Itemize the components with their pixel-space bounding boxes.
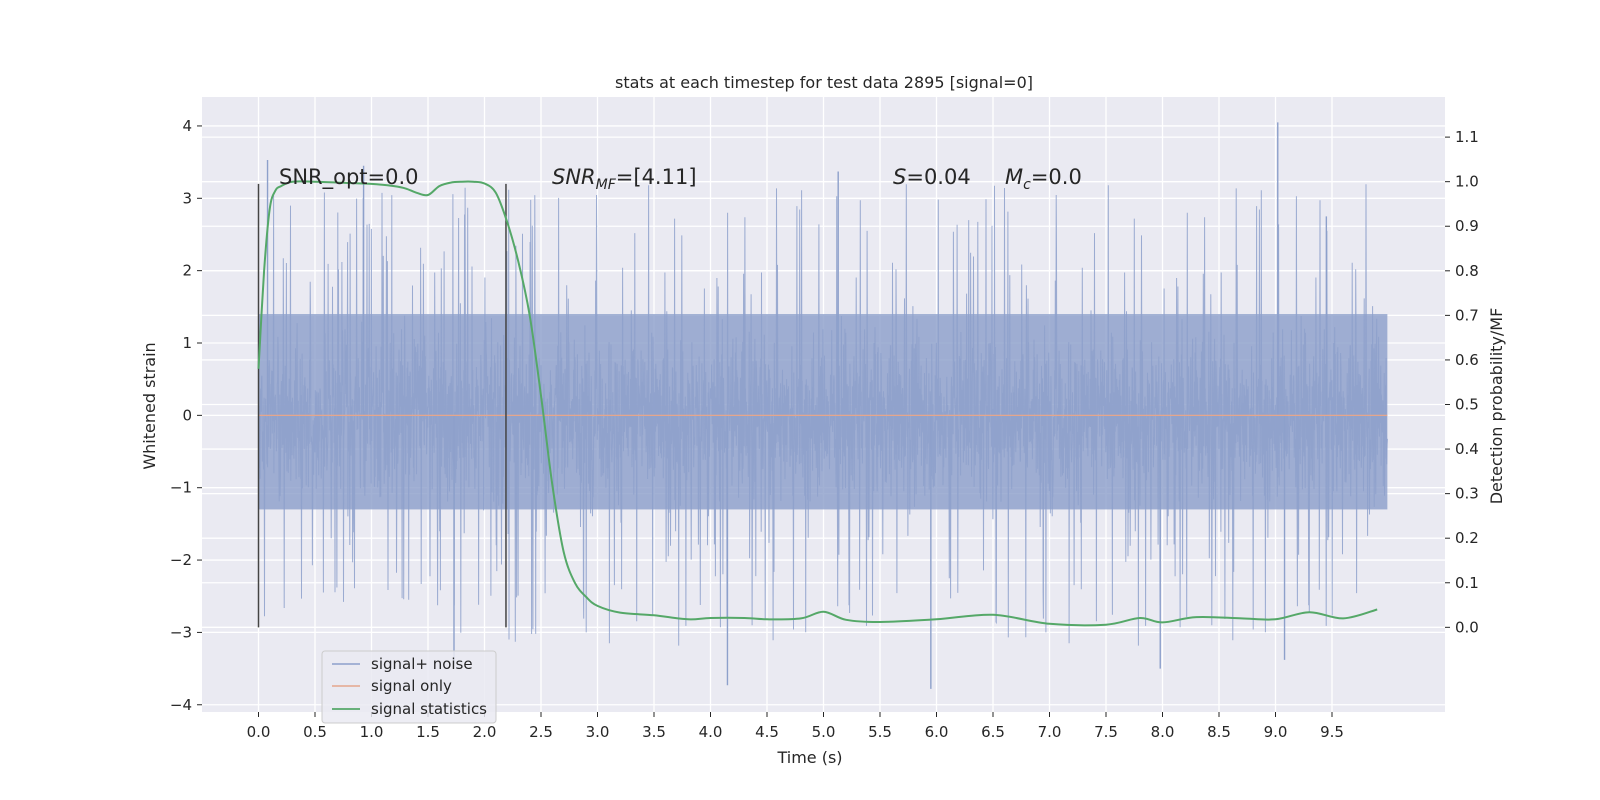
annotation-s: S=0.04: [893, 165, 971, 189]
y-tick-label: −2: [170, 551, 192, 569]
y2-tick-label: 0.8: [1455, 262, 1479, 280]
series-signal-statistics: [257, 180, 1378, 627]
legend-box: [321, 650, 497, 724]
x-tick-label: 6.5: [981, 723, 1005, 741]
x-tick-label: 6.0: [925, 723, 949, 741]
x-tick-label: 2.0: [473, 723, 497, 741]
y2-axis-label: Detection probability/MF: [1487, 308, 1506, 505]
x-tick-label: 9.5: [1320, 723, 1344, 741]
x-tick-label: 7.5: [1094, 723, 1118, 741]
x-axis-label: Time (s): [776, 748, 842, 767]
x-tick-label: 5.5: [868, 723, 892, 741]
y2-tick-label: 0.3: [1455, 485, 1479, 503]
mc-subscript: c: [1023, 177, 1031, 193]
x-tick-label: 3.5: [642, 723, 666, 741]
y2-tick-label: 0.0: [1455, 618, 1479, 636]
y2-tick-label: 1.1: [1455, 128, 1479, 146]
legend-label-signal-only: signal only: [371, 677, 452, 695]
x-tick-label: 3.0: [586, 723, 610, 741]
annotation-snr-mf: SNRMF=[4.11]: [552, 165, 697, 193]
x-tick-label: 8.0: [1151, 723, 1175, 741]
snr-mf-subscript: MF: [596, 177, 617, 193]
y2-tick-label: 0.6: [1455, 351, 1479, 369]
y-tick-label: 2: [182, 262, 192, 280]
chart-title: stats at each timestep for test data 289…: [615, 73, 1033, 92]
x-tick-label: 8.5: [1207, 723, 1231, 741]
s-value: =0.04: [906, 165, 970, 189]
y-tick-label: 0: [182, 406, 192, 424]
x-axis: 0.0 0.5 1.0 1.5 2.0 2.5 3.0 3.5 4.0 4.5 5.0 5.5 6.0 6…: [247, 712, 1344, 741]
y-tick-label: −3: [170, 623, 192, 641]
x-tick-label: 2.5: [529, 723, 553, 741]
mc-value: =0.0: [1031, 165, 1082, 189]
y-tick-label: −1: [170, 479, 192, 497]
s-label: S: [893, 165, 906, 189]
y-tick-label: −4: [170, 696, 192, 714]
noise-trace: [258, 184, 1388, 646]
series-signal-noise: [258, 122, 1388, 689]
x-tick-label: 7.0: [1038, 723, 1062, 741]
x-tick-label: 1.5: [416, 723, 440, 741]
mc-label: M: [1005, 165, 1023, 189]
y2-tick-label: 0.5: [1455, 396, 1479, 414]
y-axis-right: 1.1 1.0 0.9 0.8 0.7 0.6 0.5 0.4 0.3 0.2 0.1 0.0: [1445, 128, 1479, 636]
y-axis-label: Whitened strain: [140, 342, 159, 469]
vertical-markers: [257, 183, 507, 628]
legend: signal+ noise signal only signal statist…: [321, 650, 497, 724]
y-tick-label: 4: [182, 117, 192, 135]
y2-tick-label: 0.2: [1455, 529, 1479, 547]
x-tick-label: 0.0: [247, 723, 271, 741]
x-tick-label: 0.5: [303, 723, 327, 741]
y2-tick-label: 1.0: [1455, 173, 1479, 191]
y-axis-left: 4 3 2 1 0 −1 −2 −3 −4: [170, 117, 202, 714]
y2-tick-label: 0.4: [1455, 440, 1479, 458]
snr-mf-prefix: SNR: [552, 165, 596, 189]
y2-tick-label: 0.9: [1455, 217, 1479, 235]
annotation-mc: Mc=0.0: [1005, 165, 1082, 193]
x-tick-label: 5.0: [812, 723, 836, 741]
annotations: SNR_opt=0.0 SNRMF=[4.11] S=0.04 Mc=0.0: [279, 165, 1082, 193]
legend-label-signal-statistics: signal statistics: [371, 700, 487, 718]
y2-tick-label: 0.7: [1455, 306, 1479, 324]
y-tick-label: 1: [182, 334, 192, 352]
statistics-line: [257, 180, 1378, 627]
x-tick-label: 1.0: [360, 723, 384, 741]
y-tick-label: 3: [182, 189, 192, 207]
snr-mf-value: =[4.11]: [616, 165, 697, 189]
y2-tick-label: 0.1: [1455, 574, 1479, 592]
x-tick-label: 4.5: [755, 723, 779, 741]
annotation-snr-opt: SNR_opt=0.0: [279, 165, 419, 190]
x-tick-label: 9.0: [1264, 723, 1288, 741]
x-tick-label: 4.0: [699, 723, 723, 741]
legend-label-signal-noise: signal+ noise: [371, 655, 473, 673]
